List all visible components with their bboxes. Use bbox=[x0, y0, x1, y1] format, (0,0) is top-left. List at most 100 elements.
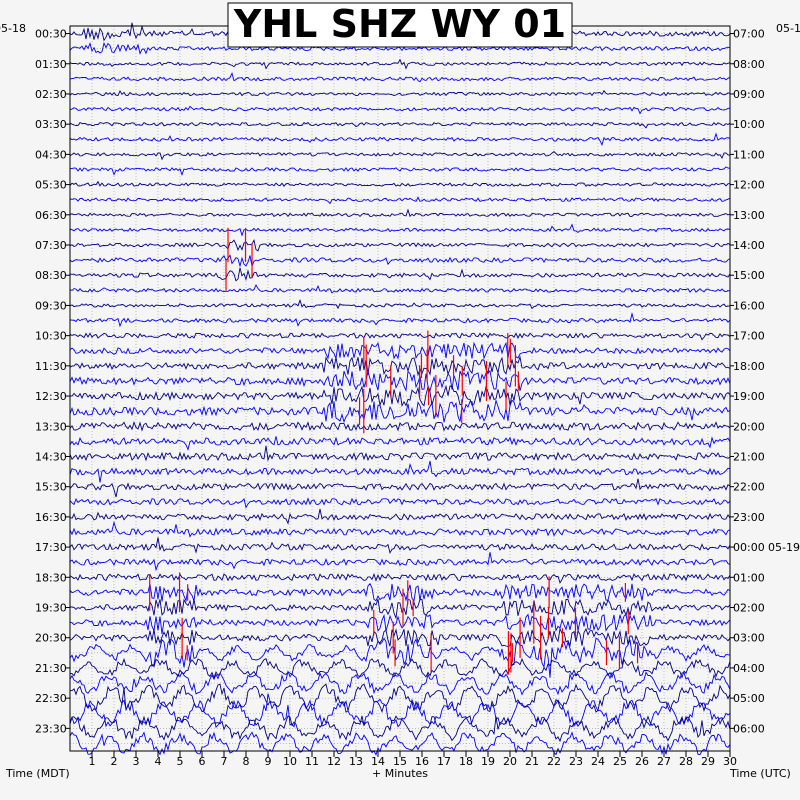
right-hour-label: 07:00 bbox=[733, 28, 765, 41]
trace-row bbox=[69, 355, 731, 377]
left-hour-label: 08:30 bbox=[35, 269, 67, 282]
chart-title: YHL SHZ WY 01 bbox=[233, 2, 566, 46]
right-date-change-label: 05-19 bbox=[768, 541, 800, 554]
x-tick-label: 23 bbox=[569, 755, 583, 768]
title-group: YHL SHZ WY 01 bbox=[227, 2, 573, 48]
x-tick-label: 28 bbox=[679, 755, 693, 768]
x-tick-label: 17 bbox=[437, 755, 451, 768]
left-hour-label: 03:30 bbox=[35, 118, 67, 131]
x-tick-label: 25 bbox=[613, 755, 627, 768]
left-hour-label: 12:30 bbox=[35, 390, 67, 403]
trace-layer bbox=[69, 22, 731, 756]
trace-row bbox=[69, 180, 730, 187]
left-hour-label: 23:30 bbox=[35, 722, 67, 735]
left-hour-label: 09:30 bbox=[35, 299, 67, 312]
left-date-label: 05-18 bbox=[0, 22, 26, 35]
trace-row bbox=[69, 669, 731, 696]
grid-layer bbox=[70, 26, 730, 751]
trace-row bbox=[69, 208, 731, 218]
trace-row bbox=[69, 369, 731, 393]
left-hour-label: 15:30 bbox=[35, 481, 67, 494]
trace-row bbox=[69, 683, 731, 713]
right-hour-label: 20:00 bbox=[733, 420, 765, 433]
title-box bbox=[227, 2, 573, 48]
trace-row bbox=[69, 421, 731, 432]
right-hour-label: 21:00 bbox=[733, 450, 765, 463]
left-hour-label: 16:30 bbox=[35, 511, 67, 524]
x-tick-label: 8 bbox=[243, 755, 250, 768]
trace-row bbox=[69, 166, 731, 176]
trace-row bbox=[69, 627, 731, 648]
trace-row bbox=[69, 151, 731, 161]
x-tick-label: 18 bbox=[459, 755, 473, 768]
right-hour-label: 02:00 bbox=[733, 602, 765, 615]
x-tick-label: 22 bbox=[547, 755, 561, 768]
trace-row bbox=[69, 254, 731, 268]
trace-row bbox=[69, 537, 731, 555]
x-axis-label: + Minutes bbox=[372, 767, 428, 780]
right-hour-label: 19:00 bbox=[733, 390, 765, 403]
trace-row bbox=[69, 298, 731, 310]
left-hour-label: 06:30 bbox=[35, 209, 67, 222]
x-tick-label: 4 bbox=[155, 755, 162, 768]
right-hour-label: 17:00 bbox=[733, 330, 765, 343]
x-tick-label: 26 bbox=[635, 755, 649, 768]
left-hour-label: 05:30 bbox=[35, 179, 67, 192]
right-date-label: 05-1 bbox=[776, 22, 800, 35]
x-tick-label: 6 bbox=[199, 755, 206, 768]
trace-row bbox=[69, 71, 731, 83]
right-hour-label: 12:00 bbox=[733, 179, 765, 192]
x-tick-label: 20 bbox=[503, 755, 517, 768]
left-hour-label: 22:30 bbox=[35, 692, 67, 705]
left-hour-label: 00:30 bbox=[35, 28, 67, 41]
right-hour-label: 14:00 bbox=[733, 239, 765, 252]
right-hour-label: 11:00 bbox=[733, 148, 765, 161]
left-hour-label: 10:30 bbox=[35, 330, 67, 343]
x-tick-label: 16 bbox=[415, 755, 429, 768]
right-hour-label: 04:00 bbox=[733, 662, 765, 675]
trace-row bbox=[69, 460, 731, 483]
trace-row bbox=[69, 267, 731, 282]
left-hour-label: 01:30 bbox=[35, 58, 67, 71]
trace-row bbox=[69, 41, 731, 55]
x-tick-label: 3 bbox=[133, 755, 140, 768]
trace-row bbox=[69, 332, 731, 341]
trace-row bbox=[69, 398, 731, 424]
label-layer: 05-18 05-1 Time (MDT) Time (UTC) + Minut… bbox=[0, 22, 800, 780]
x-tick-label: 14 bbox=[371, 755, 385, 768]
trace-row bbox=[69, 693, 731, 729]
x-tick-label: 30 bbox=[723, 755, 737, 768]
x-tick-label: 13 bbox=[349, 755, 363, 768]
x-tick-label: 27 bbox=[657, 755, 671, 768]
trace-row bbox=[69, 552, 731, 572]
right-hour-label: 10:00 bbox=[733, 118, 765, 131]
left-hour-label: 17:30 bbox=[35, 541, 67, 554]
trace-row bbox=[69, 89, 731, 97]
trace-row bbox=[69, 384, 731, 408]
right-hour-label: 09:00 bbox=[733, 88, 765, 101]
left-hour-label: 02:30 bbox=[35, 88, 67, 101]
x-tick-label: 15 bbox=[393, 755, 407, 768]
trace-row bbox=[69, 121, 731, 129]
right-hour-label: 15:00 bbox=[733, 269, 765, 282]
right-axis-label: Time (UTC) bbox=[729, 767, 791, 780]
trace-row bbox=[69, 497, 731, 509]
right-hour-label: 23:00 bbox=[733, 511, 765, 524]
left-hour-label: 19:30 bbox=[35, 602, 67, 615]
left-hour-label: 18:30 bbox=[35, 571, 67, 584]
x-tick-label: 12 bbox=[327, 755, 341, 768]
x-tick-label: 7 bbox=[221, 755, 228, 768]
left-hour-label: 07:30 bbox=[35, 239, 67, 252]
right-hour-label: 08:00 bbox=[733, 58, 765, 71]
trace-row bbox=[69, 731, 731, 756]
trace-row bbox=[69, 445, 731, 462]
right-hour-label: 13:00 bbox=[733, 209, 765, 222]
trace-row bbox=[69, 223, 731, 237]
trace-row bbox=[69, 436, 731, 451]
left-hour-label: 14:30 bbox=[35, 450, 67, 463]
x-tick-label: 11 bbox=[305, 755, 319, 768]
trace-row bbox=[69, 105, 731, 115]
trace-row bbox=[69, 508, 731, 525]
x-tick-label: 21 bbox=[525, 755, 539, 768]
